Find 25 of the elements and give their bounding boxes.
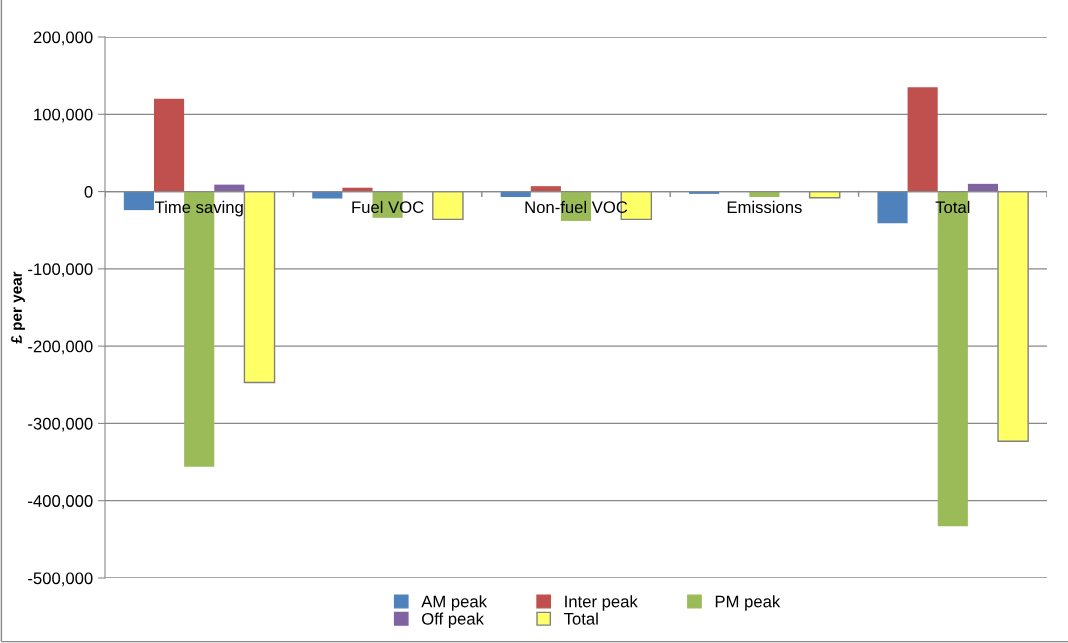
y-tick-label: -500,000 bbox=[28, 572, 93, 587]
y-tick-label: -400,000 bbox=[28, 495, 93, 509]
legend-label: Total bbox=[564, 612, 598, 625]
y-tick-label: -300,000 bbox=[28, 417, 93, 432]
y-tick-label: 200,000 bbox=[33, 31, 93, 46]
bar bbox=[500, 191, 531, 197]
bar bbox=[967, 183, 999, 192]
y-tick-label: 100,000 bbox=[34, 108, 93, 123]
y-axis-title: £ per year bbox=[11, 271, 25, 344]
legend-label: PM peak bbox=[715, 595, 781, 611]
y-tick-label: 0 bbox=[84, 185, 93, 198]
bar bbox=[749, 191, 780, 197]
bar bbox=[153, 98, 185, 192]
legend-label: AM peak bbox=[421, 595, 488, 611]
legend-label: Inter peak bbox=[565, 595, 638, 611]
bar bbox=[907, 87, 938, 192]
x-tick-label: Emissions bbox=[727, 200, 802, 214]
bar bbox=[312, 191, 343, 199]
y-tick-label: -100,000 bbox=[28, 263, 93, 278]
bar bbox=[530, 186, 561, 192]
y-tick-label: -200,000 bbox=[28, 340, 93, 355]
legend-label: Off peak bbox=[422, 612, 484, 628]
bar bbox=[937, 191, 968, 527]
bar bbox=[123, 191, 154, 211]
bar bbox=[877, 191, 908, 224]
